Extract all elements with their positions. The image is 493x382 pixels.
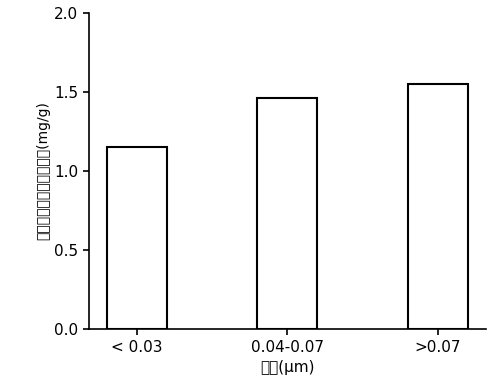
X-axis label: 粒径(μm): 粒径(μm) — [260, 360, 315, 375]
Bar — [408, 84, 468, 329]
Bar — [257, 98, 317, 329]
Y-axis label: 单位粒相物丁香酱释放量(mg/g): 单位粒相物丁香酱释放量(mg/g) — [36, 102, 50, 240]
Bar — [107, 147, 167, 329]
